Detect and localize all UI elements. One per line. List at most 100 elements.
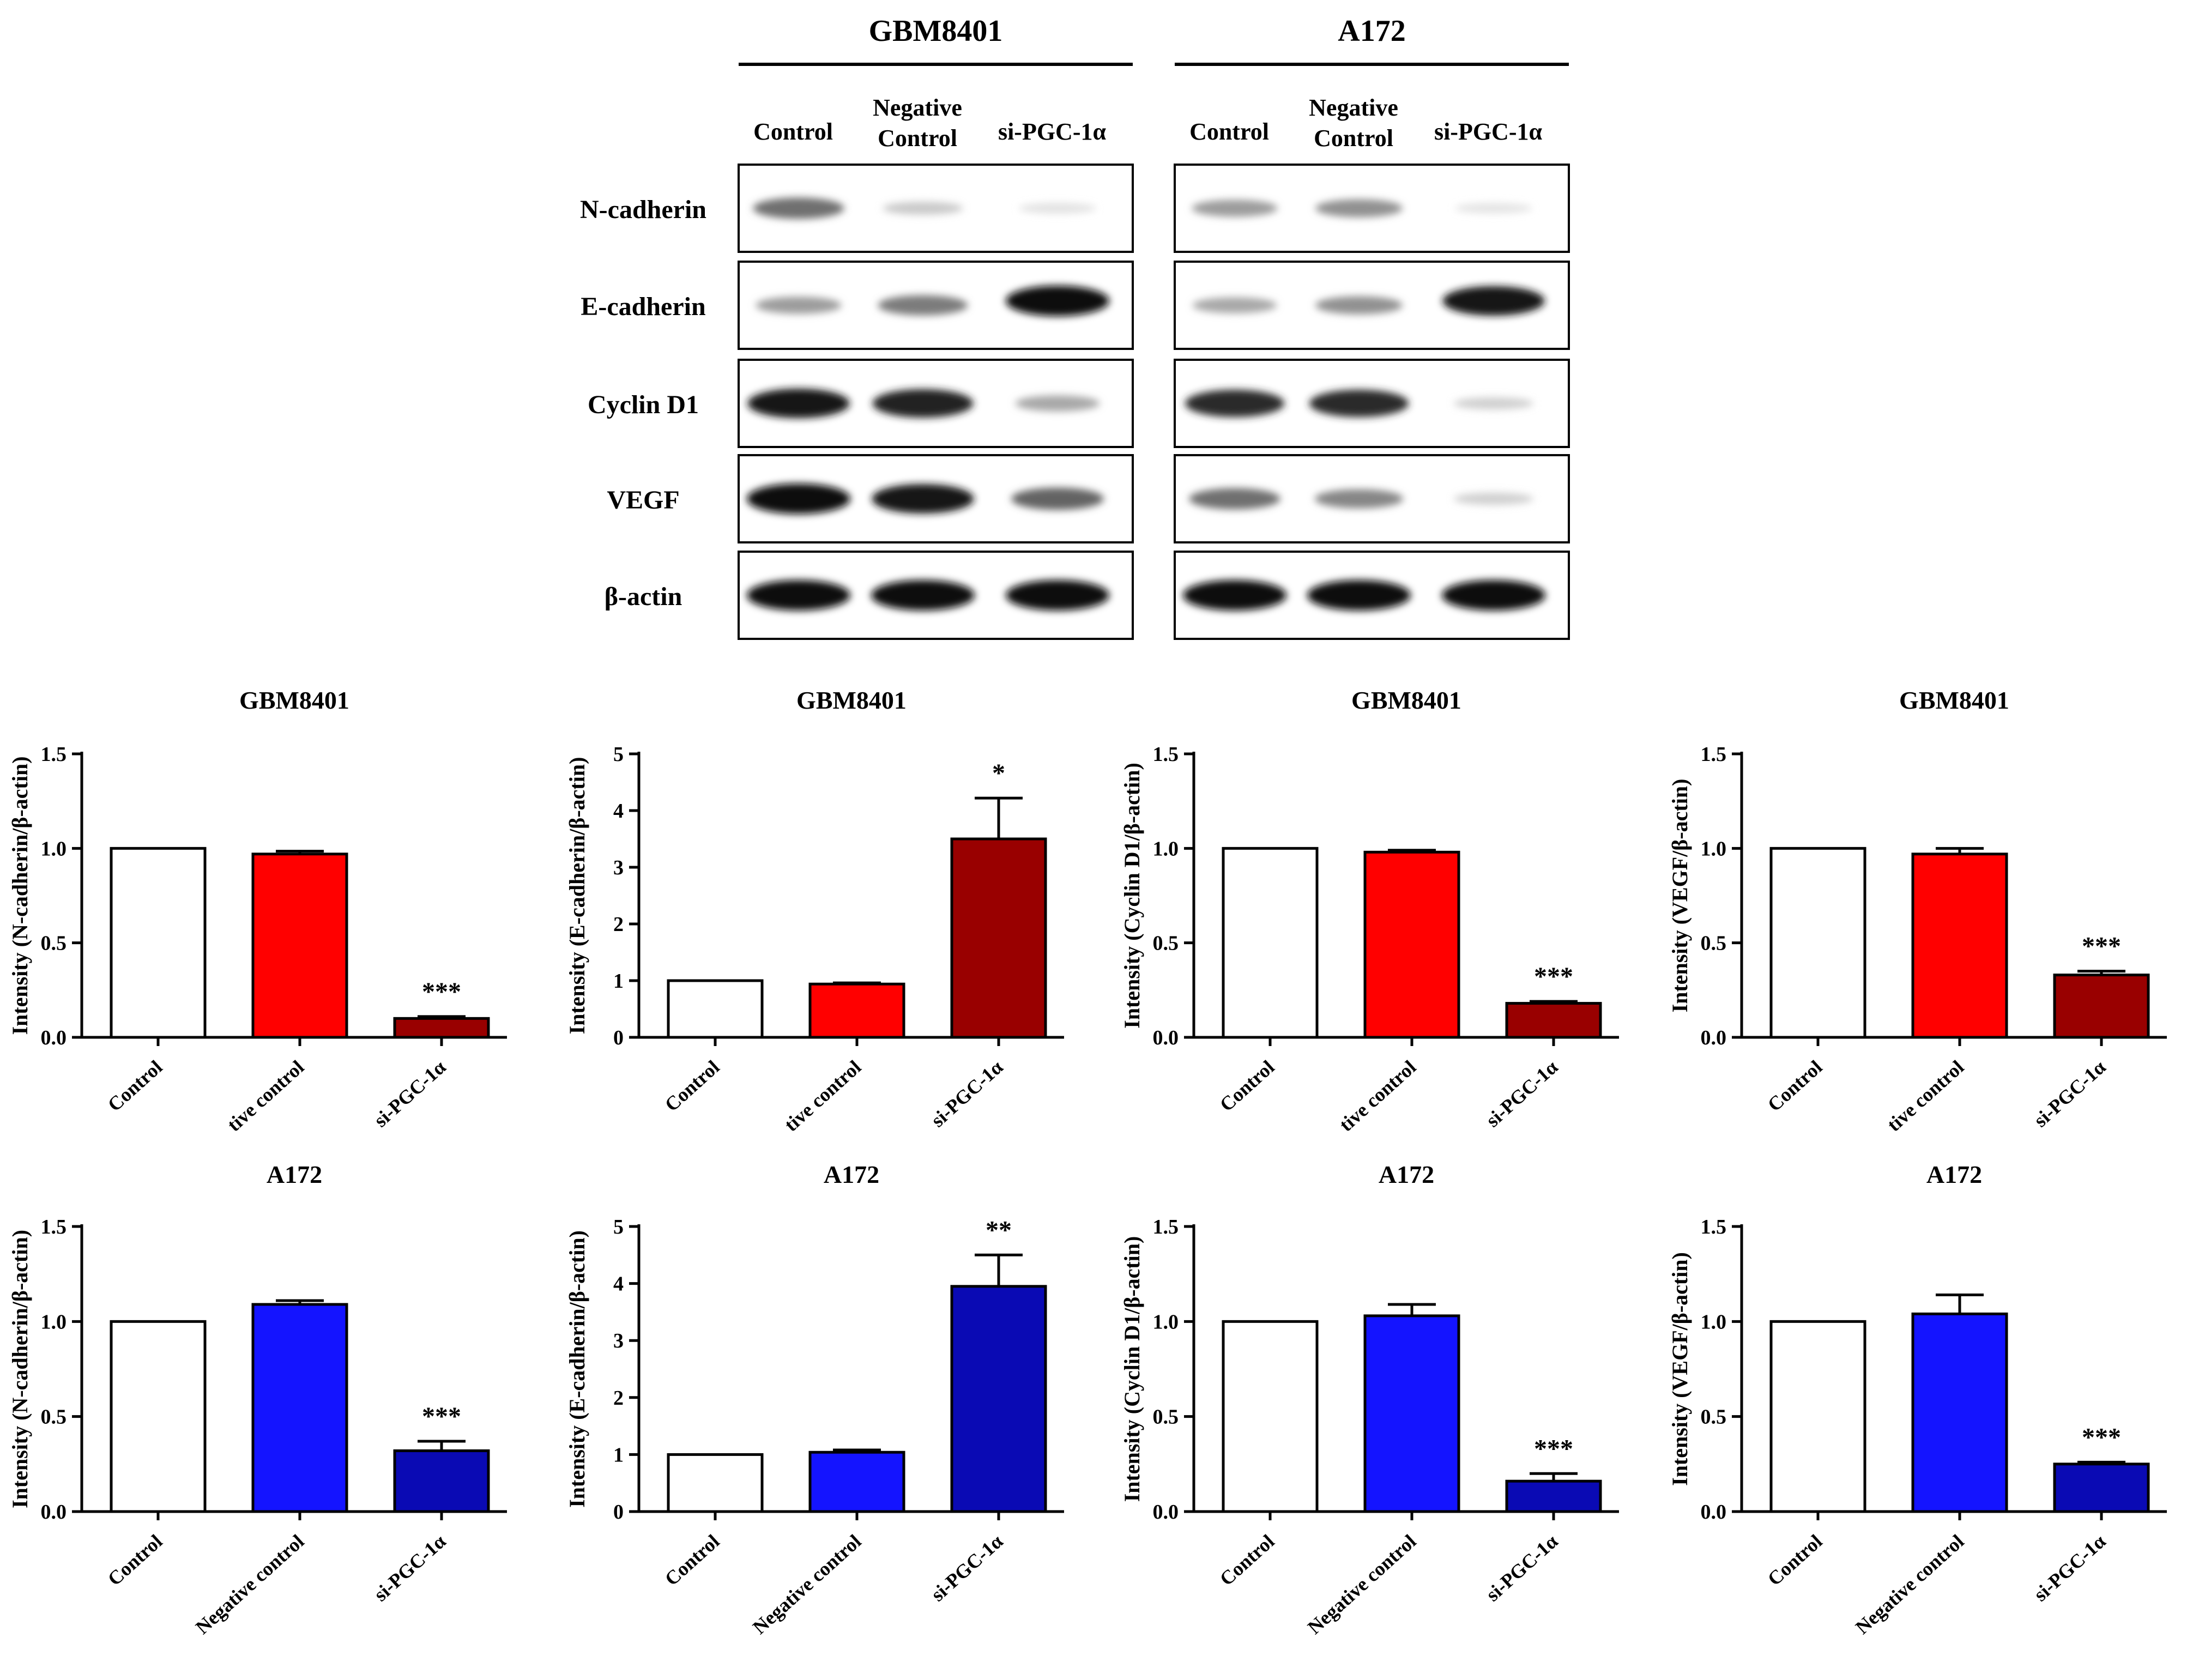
bar-si-pgc-1	[393, 1017, 490, 1039]
significance-marker: *	[992, 759, 1005, 788]
chart-ylabel: Intensity (VEGF/β-actin)	[1668, 779, 1692, 1013]
chart-y-tick-label: 1.0	[1701, 1310, 1727, 1333]
blot-band	[1454, 492, 1533, 505]
blot-band	[1315, 296, 1403, 315]
bar-control	[667, 979, 764, 1039]
bar-si-pgc-1	[1505, 1479, 1602, 1513]
chart-gbm8401-intensity-vegf-actin: GBM8401 Intensity (VEGF/β-actin) 0.0 0.5 1.0…	[1668, 686, 2167, 1136]
chart-x-tick-label-si-pgc-1: si-PGC-1α	[2029, 1056, 2110, 1131]
chart-title: GBM8401	[239, 686, 349, 714]
chart-x-tick-label-negative-control: tive control	[780, 1056, 865, 1135]
bar-si-pgc-1	[950, 1285, 1047, 1513]
chart-x-tick-label-si-pgc-1: si-PGC-1α	[927, 1530, 1007, 1605]
blot-band	[753, 197, 844, 219]
blot-band	[747, 484, 850, 514]
chart-y-tick-label: 1	[613, 970, 624, 993]
significance-marker: ***	[2082, 932, 2121, 961]
chart-title: A172	[1379, 1161, 1434, 1188]
chart-y-tick-label: 0.0	[1153, 1501, 1179, 1524]
chart-ylabel: Intensity (E-cadherin/β-actin)	[565, 757, 589, 1035]
chart-y-tick-label: 0.5	[1153, 1406, 1179, 1429]
blot-band	[1455, 203, 1532, 214]
chart-y-tick-label: 1.5	[1701, 1216, 1727, 1238]
chart-x-tick-label-control: Control	[1763, 1056, 1826, 1116]
chart-y-tick-label: 2	[613, 913, 624, 936]
bar-charts-panel: GBM8401 Intensity (N-cadherin/β-actin) 0.0…	[8, 686, 2167, 1639]
blot-band	[1454, 397, 1533, 410]
bar-si-pgc-1	[2053, 974, 2150, 1039]
bar-control	[1222, 847, 1319, 1039]
bar-negative-control	[1363, 1314, 1460, 1513]
bar-si-pgc-1	[393, 1449, 490, 1513]
significance-marker: ***	[422, 1402, 461, 1431]
significance-marker: **	[986, 1216, 1012, 1244]
chart-y-tick-label: 0	[613, 1026, 624, 1049]
chart-y-tick-label: 1.5	[1153, 743, 1179, 766]
chart-x-tick-label-si-pgc-1: si-PGC-1α	[370, 1056, 450, 1131]
blot-band	[747, 580, 850, 611]
chart-gbm8401-intensity-n-cadherin-actin: GBM8401 Intensity (N-cadherin/β-actin) 0.0…	[8, 686, 507, 1136]
chart-y-tick-label: 3	[613, 1330, 624, 1352]
western-blot-panel: GBM8401 Control Negative Control si-PGC-1α A1…	[580, 14, 1570, 640]
chart-y-tick-label: 5	[613, 743, 624, 766]
blot-band	[883, 202, 963, 215]
blot-band	[1189, 488, 1280, 510]
chart-a172-intensity-e-cadherin-actin: A172 Intensity (E-cadherin/β-actin) 0 1 2 3 4 5…	[565, 1161, 1064, 1639]
bar-control	[1222, 1320, 1319, 1513]
chart-x-tick-label-negative-control: tive control	[1335, 1056, 1420, 1135]
bar-si-pgc-1	[2053, 1463, 2150, 1513]
blot-band	[871, 580, 975, 611]
blot-row-label-e-cadherin: E-cadherin	[581, 292, 705, 321]
chart-y-tick-label: 0.5	[1153, 932, 1179, 955]
chart-y-tick-label: 0.5	[41, 932, 67, 955]
blot-band	[872, 484, 974, 514]
blot-group-title-a172: A172	[1338, 14, 1405, 48]
chart-y-tick-label: 0.0	[1701, 1501, 1727, 1524]
blot-band	[1192, 297, 1277, 313]
chart-y-tick-label: 0.5	[1701, 1406, 1727, 1429]
bar-control	[110, 847, 207, 1039]
bar-control	[667, 1453, 764, 1513]
chart-a172-intensity-cyclin-d1-actin: A172 Intensity (Cyclin D1/β-actin) 0.0 0.5 1…	[1120, 1161, 1619, 1639]
blot-band	[1019, 203, 1096, 214]
chart-x-tick-label-negative-control: tive control	[1883, 1056, 1968, 1135]
blot-band	[1015, 395, 1100, 412]
blot-row-label-vegf: VEGF	[607, 486, 679, 515]
bar-control	[110, 1320, 207, 1513]
chart-x-tick-label-control: Control	[104, 1530, 166, 1590]
chart-x-tick-label-si-pgc-1: si-PGC-1α	[1482, 1530, 1562, 1605]
chart-x-tick-label-control: Control	[1763, 1530, 1826, 1590]
chart-y-tick-label: 0.0	[41, 1026, 67, 1049]
bar-negative-control	[808, 982, 905, 1039]
blot-lane-label-control: Control	[753, 118, 833, 145]
chart-title: GBM8401	[796, 686, 907, 714]
blot-row-label-n-cadherin: N-cadherin	[580, 195, 706, 224]
blot-band	[1006, 580, 1109, 611]
chart-y-tick-label: 0.0	[1153, 1026, 1179, 1049]
chart-x-tick-label-control: Control	[104, 1056, 166, 1116]
chart-y-tick-label: 1.0	[1153, 1310, 1179, 1333]
chart-title: A172	[1926, 1161, 1982, 1188]
chart-y-tick-label: 5	[613, 1216, 624, 1238]
chart-x-tick-label-negative-control: Negative control	[748, 1530, 865, 1639]
blot-band	[1442, 580, 1545, 611]
chart-y-tick-label: 1.5	[1153, 1216, 1179, 1238]
bar-si-pgc-1	[1505, 1002, 1602, 1039]
chart-a172-intensity-n-cadherin-actin: A172 Intensity (N-cadherin/β-actin) 0.0 0.5…	[8, 1161, 507, 1639]
blot-lane-label-si-pgc-1: si-PGC-1α	[1434, 118, 1543, 145]
chart-x-tick-label-negative-control: Negative control	[1303, 1530, 1420, 1639]
chart-x-tick-label-control: Control	[1216, 1530, 1278, 1590]
chart-y-tick-label: 4	[613, 800, 624, 823]
chart-y-tick-label: 1.5	[1701, 743, 1727, 766]
bar-negative-control	[1911, 853, 2008, 1039]
chart-gbm8401-intensity-e-cadherin-actin: GBM8401 Intensity (E-cadherin/β-actin) 0 1 2…	[565, 686, 1064, 1136]
bar-control	[1769, 847, 1866, 1039]
chart-x-tick-label-control: Control	[661, 1056, 723, 1116]
blot-lane-label-si-pgc-1: si-PGC-1α	[998, 118, 1107, 145]
blot-band	[1011, 487, 1104, 510]
blot-band	[1315, 199, 1403, 217]
significance-marker: ***	[1534, 962, 1573, 991]
chart-ylabel: Intensity (N-cadherin/β-actin)	[8, 1230, 32, 1508]
chart-y-tick-label: 1.0	[1153, 837, 1179, 860]
